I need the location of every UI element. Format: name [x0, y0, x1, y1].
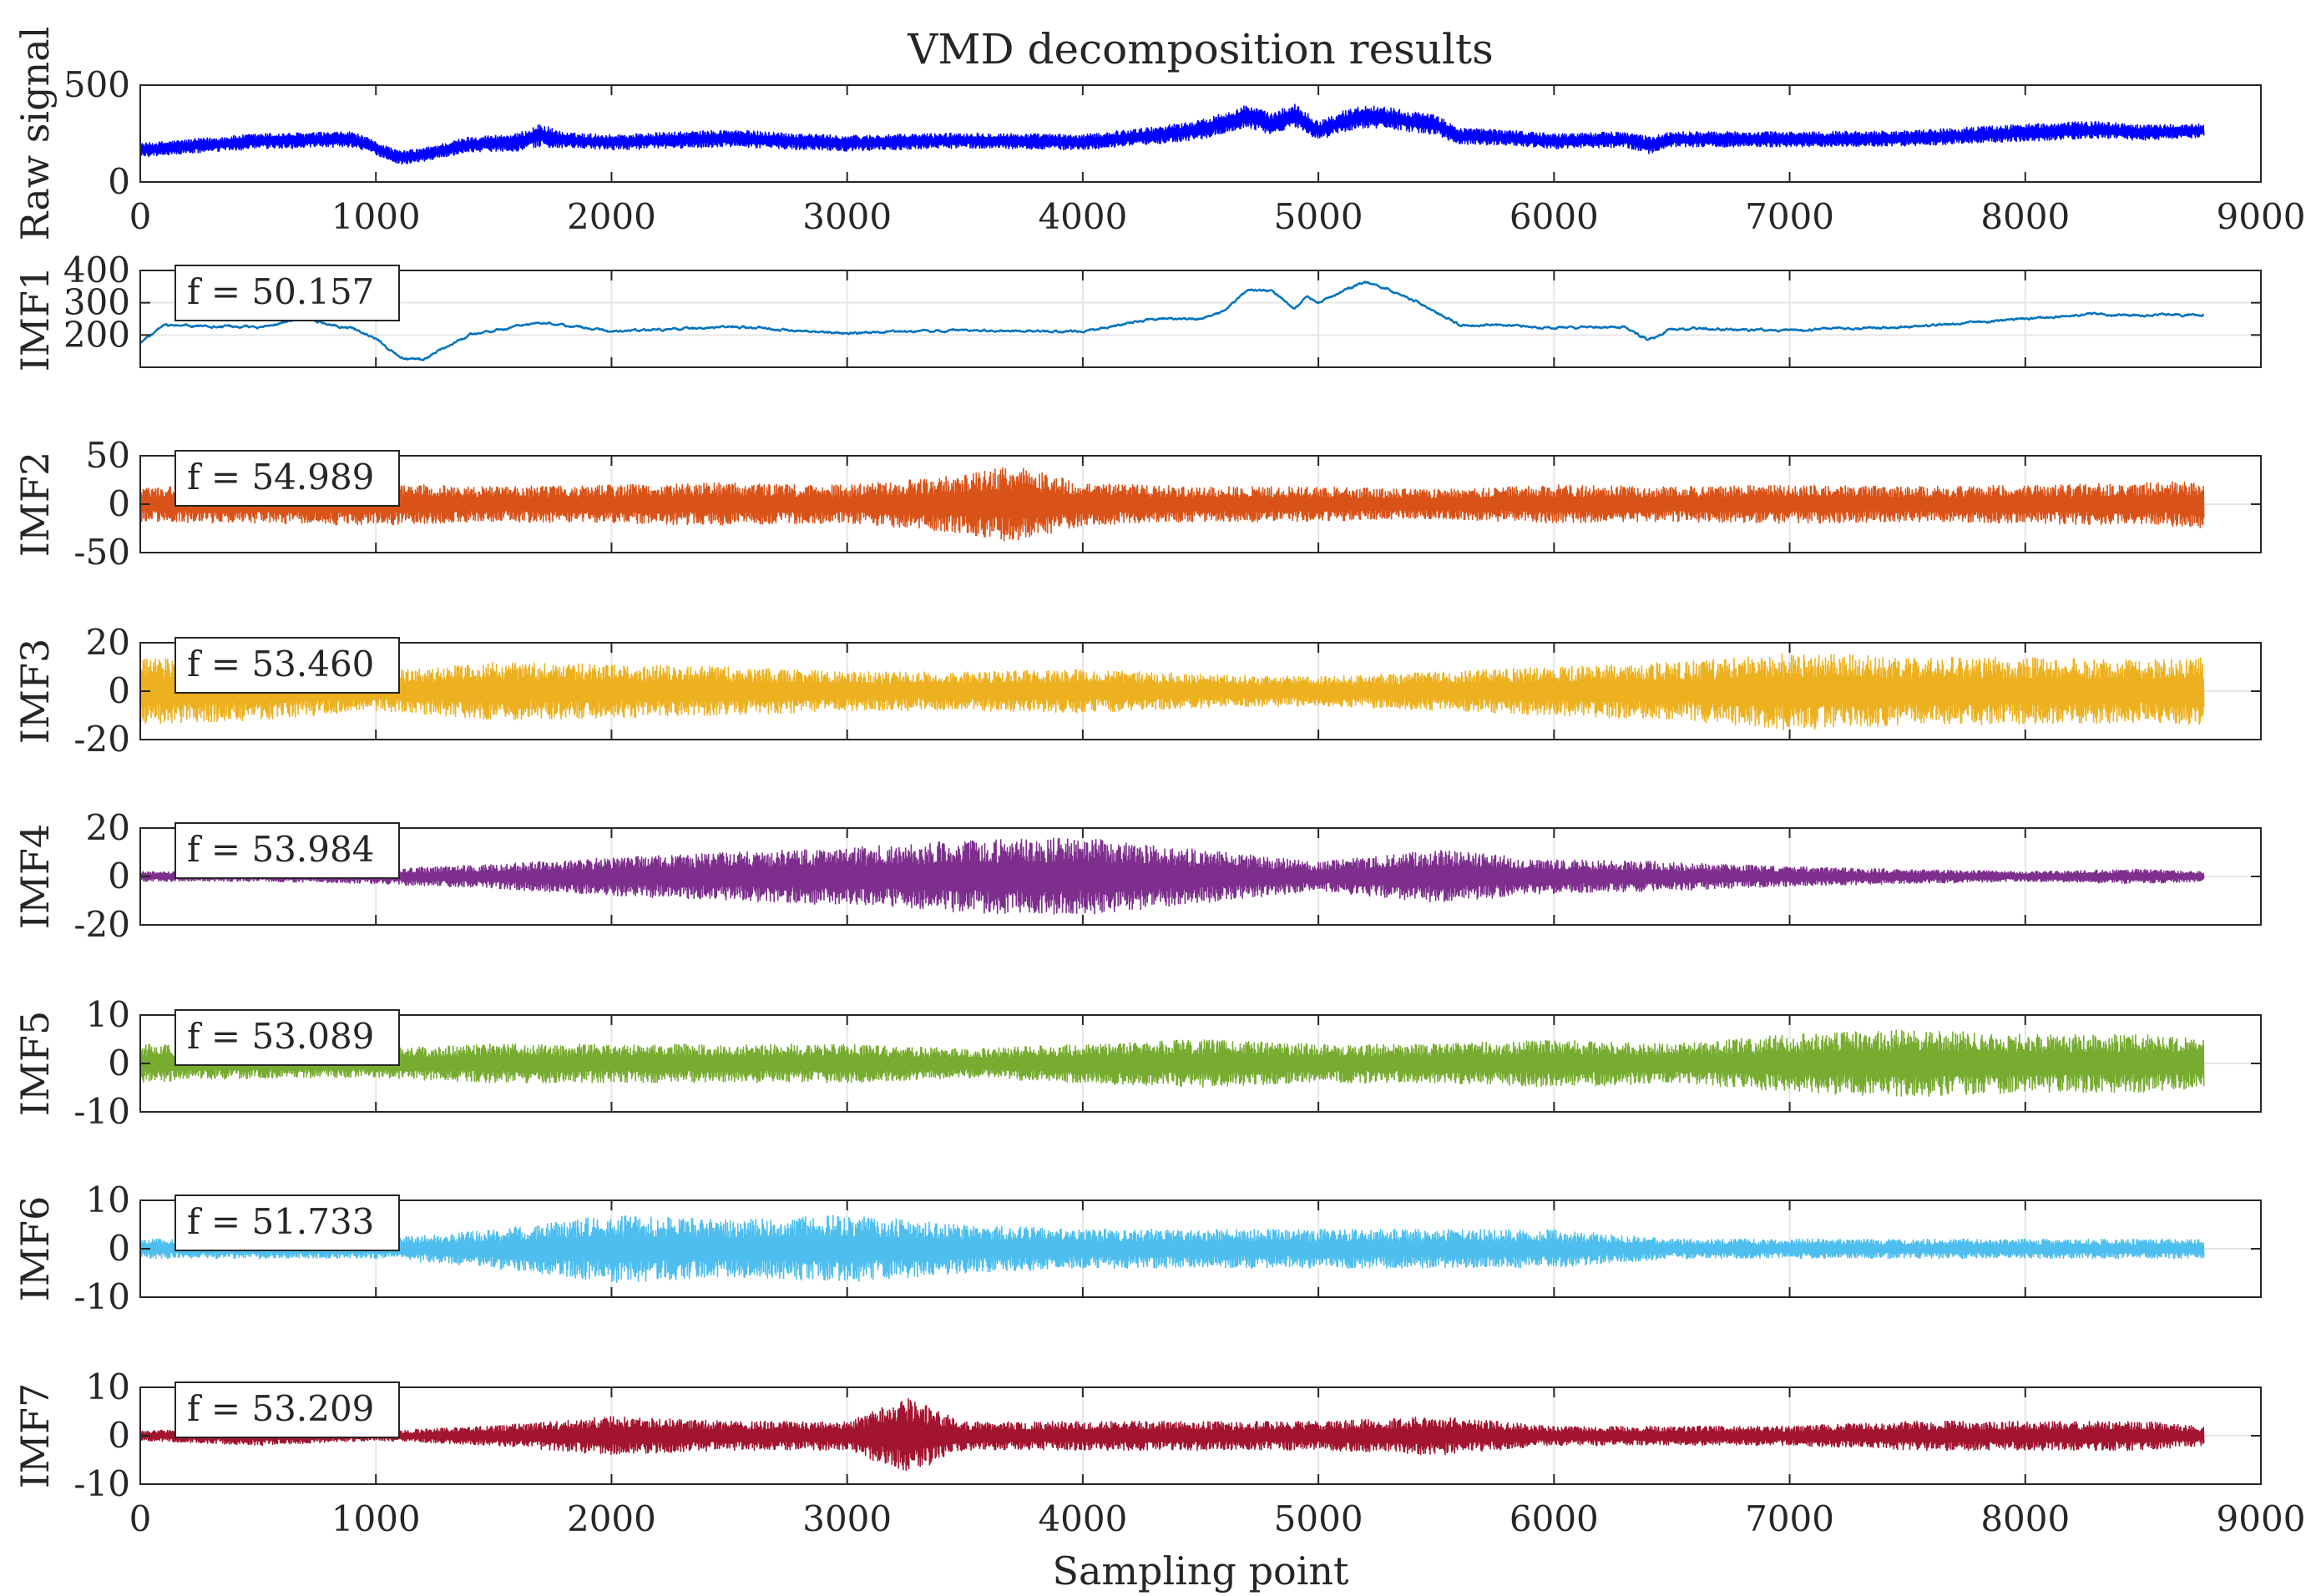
annotation-text: f = 53.984: [187, 829, 374, 870]
annotation-box: [174, 450, 400, 507]
signal-line-IMF1: [139, 280, 2205, 361]
x-tick-label: 8000: [1980, 1498, 2070, 1539]
y-axis-label: IMF3: [13, 639, 58, 744]
y-axis-label: IMF7: [13, 1383, 58, 1488]
annotation-text: f = 50.157: [187, 271, 374, 312]
y-axis-label: Raw signal: [13, 27, 58, 241]
axes-box: [139, 84, 2262, 183]
y-tick-label: -20: [73, 719, 130, 760]
panel-IMF3: -20 0 20 IMF3 f = 53.460: [13, 622, 2262, 760]
x-tick-label: 9000: [2217, 1498, 2306, 1539]
y-axis-label: IMF2: [13, 452, 58, 557]
annotation-box: [174, 822, 400, 879]
panel-IMF6: -10 0 10 IMF6 f = 51.733: [13, 1179, 2262, 1317]
x-tick-label: 0: [129, 1498, 152, 1539]
y-tick-label: 0: [108, 161, 130, 202]
y-tick-label: 20: [86, 622, 130, 663]
axes-box: [139, 270, 2262, 368]
x-tick-label: 1000: [331, 196, 421, 237]
y-tick-label: 0: [108, 1043, 130, 1083]
x-tick-label: 6000: [1509, 196, 1599, 237]
x-tick-label: 7000: [1745, 196, 1834, 237]
annotation-text: f = 53.209: [187, 1388, 374, 1429]
panels: 0 1000 2000 3000 4000 5000 6000 7000 8000 9000050…: [13, 27, 2305, 1539]
signal-line-IMF4: [139, 837, 2205, 915]
x-tick-label: 1000: [331, 1498, 421, 1539]
y-tick-label: 10: [86, 1366, 130, 1407]
x-tick-label: 7000: [1745, 1498, 1834, 1539]
x-tick-label: 2000: [567, 1498, 656, 1539]
x-tick-label: 4000: [1038, 1498, 1127, 1539]
signal-line-IMF6: [139, 1215, 2205, 1283]
panel-IMF5: -10 0 10 IMF5 f = 53.089: [13, 994, 2262, 1132]
annotation-box: [174, 1009, 400, 1066]
annotation-box: [174, 637, 400, 694]
x-tick-label: 3000: [802, 1498, 892, 1539]
x-tick-label: 5000: [1274, 196, 1363, 237]
panel-IMF7: 0 1000 2000 3000 4000 5000 6000 7000 8000 9000 -10…: [13, 1366, 2305, 1539]
y-axis-label: IMF4: [13, 824, 58, 929]
x-tick-label: 6000: [1509, 1498, 1599, 1539]
y-tick-label: 0: [108, 1415, 130, 1456]
x-tick-label: 9000: [2217, 196, 2306, 237]
signal-line-IMF3: [139, 653, 2205, 730]
y-tick-label: 200: [63, 314, 130, 355]
y-tick-label: 10: [86, 1179, 130, 1220]
annotation-text: f = 51.733: [187, 1201, 374, 1242]
y-tick-label: 500: [63, 64, 130, 105]
annotation-text: f = 53.460: [187, 644, 374, 684]
y-tick-label: 0: [108, 670, 130, 711]
y-tick-label: 20: [86, 807, 130, 848]
annotation-box: [174, 1381, 400, 1438]
x-tick-label: 0: [129, 196, 152, 237]
annotation-box: [174, 1194, 400, 1251]
x-tick-label: 4000: [1038, 196, 1127, 237]
annotation-text: f = 54.989: [187, 457, 374, 497]
signal-line-IMF2: [139, 467, 2205, 542]
panel-IMF4: -20 0 20 IMF4 f = 53.984: [13, 807, 2262, 945]
annotation-text: f = 53.089: [187, 1016, 374, 1057]
y-tick-label: 0: [108, 856, 130, 896]
y-tick-label: 400: [63, 250, 130, 290]
y-tick-label: -10: [73, 1276, 130, 1317]
y-tick-label: -10: [73, 1091, 130, 1132]
signal-line-IMF7: [139, 1397, 2205, 1471]
signal-line-raw: [139, 104, 2205, 165]
y-tick-label: 10: [86, 994, 130, 1035]
panel-raw: 0 1000 2000 3000 4000 5000 6000 7000 8000 9000 0 50…: [13, 27, 2305, 241]
signal-line-IMF5: [139, 1029, 2205, 1097]
y-tick-label: -20: [73, 904, 130, 945]
panel-IMF2: -50 0 50 IMF2 f = 54.989: [13, 435, 2262, 573]
y-axis-label: IMF1: [13, 266, 58, 371]
x-tick-label: 3000: [802, 196, 892, 237]
x-axis-label: Sampling point: [1052, 1548, 1349, 1593]
y-tick-label: 300: [63, 282, 130, 323]
y-axis-label: IMF6: [13, 1196, 58, 1301]
y-tick-label: 50: [86, 435, 130, 476]
x-tick-label: 2000: [567, 196, 656, 237]
y-tick-label: -50: [73, 532, 130, 573]
figure-title: VMD decomposition results: [907, 25, 1494, 73]
y-tick-label: 0: [108, 1228, 130, 1269]
x-tick-label: 8000: [1980, 196, 2070, 237]
y-tick-label: -10: [73, 1463, 130, 1504]
annotation-box: [174, 265, 400, 321]
x-tick-label: 5000: [1274, 1498, 1363, 1539]
y-tick-label: 0: [108, 483, 130, 524]
y-axis-label: IMF5: [13, 1011, 58, 1116]
